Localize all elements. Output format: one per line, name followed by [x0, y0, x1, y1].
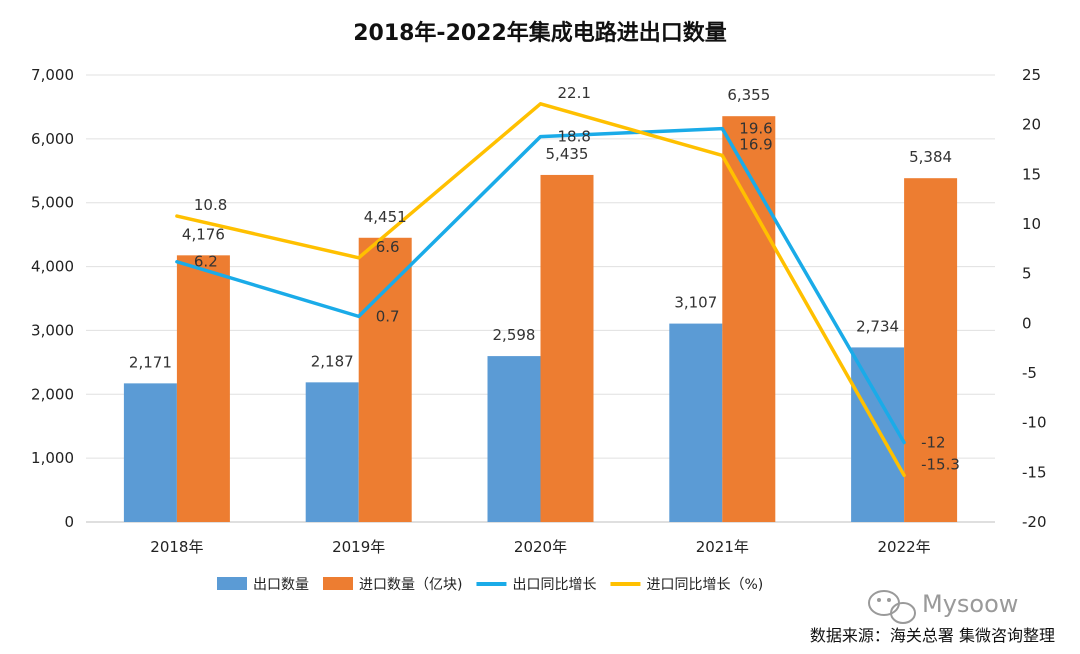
category-label: 2018年 — [150, 538, 203, 556]
left-tick-label: 1,000 — [31, 449, 74, 467]
bar — [177, 255, 230, 522]
line-data-label: 6.6 — [376, 238, 400, 256]
bar-data-label: 5,384 — [909, 148, 952, 166]
bar-data-label: 4,176 — [182, 225, 225, 243]
legend-label: 进口同比增长（%) — [646, 577, 763, 593]
right-tick-label: -5 — [1022, 364, 1037, 382]
legend-swatch — [217, 577, 247, 590]
chart-svg: 2018年-2022年集成电路进出口数量 0 1,000 2,000 3,000 4,0… — [0, 0, 1080, 654]
right-tick-label: -20 — [1022, 513, 1047, 531]
line-data-label: 0.7 — [376, 307, 400, 325]
bar — [306, 382, 359, 522]
right-tick-label: -15 — [1022, 463, 1047, 481]
legend-label: 进口数量（亿块) — [359, 577, 462, 593]
legend: 出口数量 进口数量（亿块) 出口同比增长 进口同比增长（%) — [217, 577, 763, 593]
bar — [541, 175, 594, 522]
line-data-label: -15.3 — [921, 455, 960, 473]
category-label: 2019年 — [332, 538, 385, 556]
category-label: 2022年 — [878, 538, 931, 556]
bar — [488, 356, 541, 522]
right-tick-label: 5 — [1022, 265, 1032, 283]
bar-data-label: 4,451 — [364, 208, 407, 226]
left-axis-ticks: 0 1,000 2,000 3,000 4,000 5,000 6,000 7,000 — [31, 66, 74, 531]
left-tick-label: 6,000 — [31, 130, 74, 148]
right-tick-label: 20 — [1022, 116, 1041, 134]
bar — [669, 324, 722, 522]
wechat-icon — [869, 591, 915, 623]
left-tick-label: 7,000 — [31, 66, 74, 84]
bar-data-label: 3,107 — [674, 294, 717, 312]
source-note: 数据来源：海关总署 集微咨询整理 — [810, 626, 1055, 645]
bar-data-label: 5,435 — [546, 145, 589, 163]
category-label: 2021年 — [696, 538, 749, 556]
line-data-label: 6.2 — [194, 253, 218, 271]
legend-swatch — [323, 577, 353, 590]
category-label: 2020年 — [514, 538, 567, 556]
legend-label: 出口同比增长 — [512, 577, 596, 593]
line-data-label: 18.8 — [558, 128, 591, 146]
bar — [359, 238, 412, 522]
line-data-label: 22.1 — [558, 84, 591, 102]
left-tick-label: 0 — [64, 513, 74, 531]
line-data-label: 10.8 — [194, 196, 227, 214]
watermark-text: Mysoow — [922, 590, 1018, 618]
left-tick-label: 2,000 — [31, 385, 74, 403]
line-data-label: -12 — [921, 434, 946, 452]
legend-label: 出口数量 — [253, 577, 309, 593]
right-tick-label: 25 — [1022, 66, 1041, 84]
bar-data-label: 6,355 — [727, 86, 770, 104]
bar-data-label: 2,171 — [129, 353, 172, 371]
left-tick-label: 4,000 — [31, 258, 74, 276]
bar — [124, 383, 177, 522]
left-tick-label: 3,000 — [31, 321, 74, 339]
right-tick-label: -10 — [1022, 414, 1047, 432]
chart-container: 2018年-2022年集成电路进出口数量 0 1,000 2,000 3,000 4,0… — [0, 0, 1080, 654]
category-axis-labels: 2018年 2019年 2020年 2021年 2022年 — [150, 538, 930, 556]
line-data-label: 16.9 — [739, 135, 772, 153]
left-tick-label: 5,000 — [31, 194, 74, 212]
bar-data-label: 2,734 — [856, 317, 899, 335]
bar — [851, 347, 904, 522]
right-tick-label: 0 — [1022, 314, 1032, 332]
watermark: Mysoow — [869, 590, 1018, 623]
right-axis-ticks: -20 -15 -10 -5 0 5 10 15 20 25 — [1022, 66, 1047, 531]
right-tick-label: 10 — [1022, 215, 1041, 233]
right-tick-label: 15 — [1022, 165, 1041, 183]
bar-data-label: 2,598 — [493, 326, 536, 344]
bar-data-label: 2,187 — [311, 352, 354, 370]
chart-title: 2018年-2022年集成电路进出口数量 — [353, 20, 727, 46]
